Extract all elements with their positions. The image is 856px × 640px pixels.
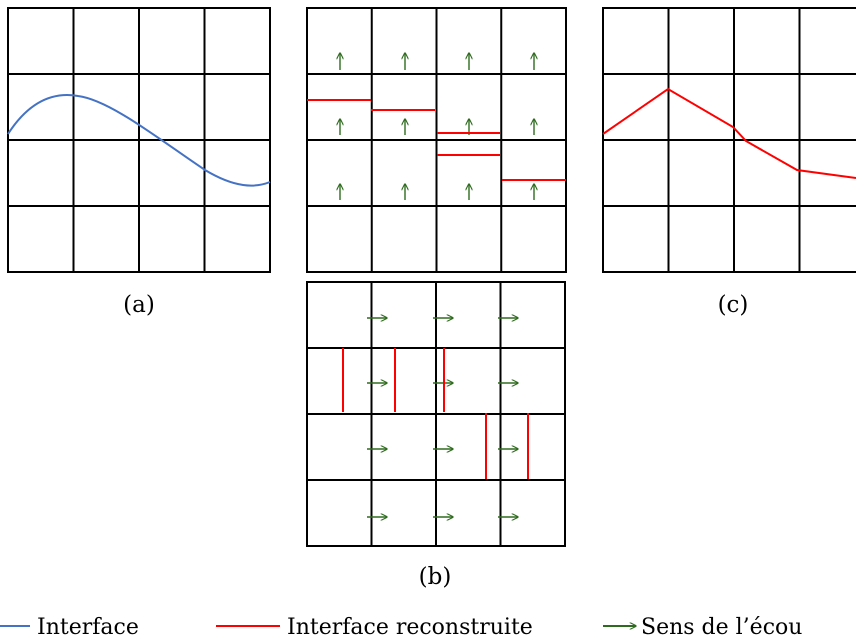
legend-label-reconstructed: Interface reconstruite xyxy=(287,615,533,640)
panel-b-vertical xyxy=(306,7,567,273)
panel-a: (a) xyxy=(7,7,271,318)
caption-c: (c) xyxy=(718,292,749,318)
flow-arrows-horizontal xyxy=(367,318,518,517)
legend: Interface Interface reconstruite Sens de… xyxy=(0,615,802,640)
grid-c xyxy=(602,7,856,273)
grid-b-bottom xyxy=(306,281,566,547)
interface-curve xyxy=(7,94,271,187)
panel-b-horizontal: (b) xyxy=(306,281,566,590)
legend-label-flow: Sens de l’écou xyxy=(641,615,802,640)
grid-a xyxy=(7,7,271,273)
caption-a: (a) xyxy=(123,292,155,318)
reconstructed-polyline xyxy=(602,87,856,179)
reconstructed-segments-horizontal xyxy=(307,99,566,181)
legend-label-interface: Interface xyxy=(37,615,139,640)
panel-c: (c) xyxy=(602,7,856,318)
grid-b-top xyxy=(306,7,567,273)
reconstructed-segments-vertical xyxy=(342,348,529,479)
caption-b: (b) xyxy=(419,564,452,590)
